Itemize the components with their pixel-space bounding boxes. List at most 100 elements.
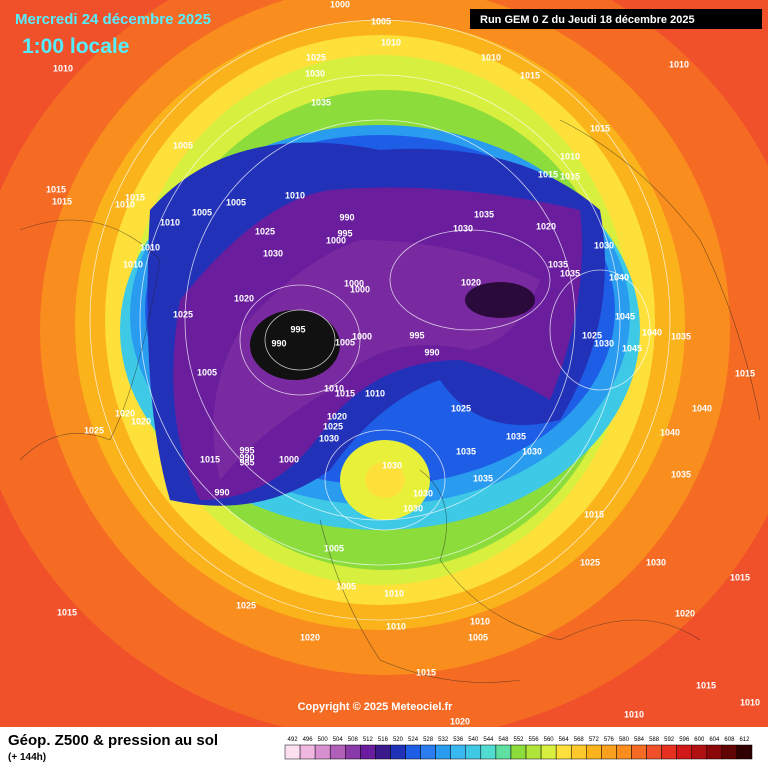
pressure-label: 1025 — [451, 403, 471, 413]
scale-swatch — [616, 744, 632, 760]
pressure-label: 1010 — [669, 59, 689, 69]
pressure-label: 1035 — [474, 209, 494, 219]
scale-label: 500 — [318, 737, 329, 743]
scale-label: 584 — [634, 737, 645, 743]
map — [0, 0, 768, 727]
scale-label: 592 — [664, 737, 675, 743]
pressure-label: 1010 — [115, 199, 135, 209]
scale-swatch — [601, 744, 617, 760]
scale-swatch — [736, 744, 753, 760]
scale-swatch — [420, 744, 436, 760]
pressure-label: 1010 — [365, 388, 385, 398]
pressure-label: 1020 — [131, 416, 151, 426]
pressure-label: 1015 — [46, 184, 66, 194]
pressure-label: 1015 — [52, 196, 72, 206]
scale-label: 540 — [468, 737, 479, 743]
pressure-label: 1000 — [330, 0, 350, 9]
scale-label: 512 — [363, 737, 374, 743]
pressure-label: 1020 — [461, 277, 481, 287]
valid-date: Mercredi 24 décembre 2025 — [15, 11, 211, 28]
scale-swatch — [390, 744, 406, 760]
scale-swatch — [495, 744, 512, 760]
pressure-label: 1015 — [560, 171, 580, 181]
pressure-label: 1040 — [660, 427, 680, 437]
pressure-label: 1040 — [609, 272, 629, 282]
scale-label: 508 — [348, 737, 359, 743]
scale-label: 604 — [709, 737, 720, 743]
pressure-label: 1035 — [456, 446, 476, 456]
pressure-label: 990 — [239, 452, 254, 462]
pressure-label: 1005 — [336, 581, 356, 591]
scale-label: 596 — [679, 737, 690, 743]
scale-swatch — [721, 744, 738, 760]
scale-swatch — [570, 744, 587, 760]
pressure-label: 1010 — [740, 697, 760, 707]
pressure-label: 995 — [409, 330, 424, 340]
pressure-label: 1040 — [692, 403, 712, 413]
scale-swatch — [540, 744, 557, 760]
scale-swatch — [299, 744, 316, 760]
pressure-label: 1035 — [548, 259, 568, 269]
scale-label: 536 — [453, 737, 464, 743]
scale-label: 572 — [589, 737, 600, 743]
pressure-label: 1035 — [560, 268, 580, 278]
scale-label: 492 — [288, 737, 299, 743]
scale-swatch — [450, 744, 467, 760]
pressure-label: 995 — [337, 228, 352, 238]
pressure-label: 1010 — [481, 52, 501, 62]
pressure-label: 1005 — [226, 197, 246, 207]
scale-label: 516 — [378, 737, 389, 743]
pressure-label: 1010 — [285, 190, 305, 200]
pressure-label: 1010 — [53, 63, 73, 73]
scale-swatch — [706, 744, 723, 760]
scale-label: 600 — [694, 737, 705, 743]
pressure-label: 1005 — [192, 207, 212, 217]
pressure-label: 1010 — [140, 242, 160, 252]
scale-label: 528 — [423, 737, 434, 743]
pressure-label: 1005 — [173, 140, 193, 150]
pressure-label: 1020 — [115, 408, 135, 418]
scale-swatch — [631, 744, 647, 760]
pressure-label: 1010 — [123, 259, 143, 269]
pressure-label: 1010 — [160, 217, 180, 227]
scale-label: 580 — [619, 737, 630, 743]
pressure-label: 1030 — [382, 460, 402, 470]
pressure-label: 1035 — [671, 331, 691, 341]
pressure-label: 1015 — [335, 388, 355, 398]
pressure-label: 1000 — [352, 331, 372, 341]
scale-label: 560 — [544, 737, 555, 743]
scale-label: 568 — [574, 737, 585, 743]
footer-title: Géop. Z500 & pression au sol — [8, 732, 218, 749]
pressure-label: 995 — [290, 324, 305, 334]
scale-swatch — [329, 744, 346, 760]
pressure-label: 1020 — [536, 221, 556, 231]
scale-swatch — [435, 744, 451, 760]
scale-label: 496 — [303, 737, 314, 743]
scale-swatch — [360, 744, 376, 760]
pressure-label: 1015 — [735, 368, 755, 378]
pressure-label: 1025 — [255, 226, 275, 236]
run-info: Run GEM 0 Z du Jeudi 18 décembre 2025 — [480, 14, 695, 26]
pressure-label: 990 — [339, 212, 354, 222]
scale-label: 520 — [393, 737, 404, 743]
pressure-label: 1015 — [590, 123, 610, 133]
scale-swatch — [284, 744, 301, 760]
scale-label: 544 — [483, 737, 494, 743]
pressure-label: 1015 — [696, 680, 716, 690]
pressure-label: 1020 — [450, 716, 470, 726]
pressure-label: 1025 — [306, 52, 326, 62]
pressure-label: 1030 — [522, 446, 542, 456]
pressure-label: 1025 — [173, 309, 193, 319]
pressure-label: 1005 — [371, 16, 391, 26]
scale-swatch — [375, 744, 391, 760]
pressure-label: 1015 — [200, 454, 220, 464]
scale-swatch — [465, 744, 482, 760]
pressure-label: 1025 — [84, 425, 104, 435]
pressure-label: 1010 — [386, 621, 406, 631]
scale-swatch — [480, 744, 497, 760]
pressure-label: 990 — [271, 338, 286, 348]
pressure-label: 1005 — [468, 632, 488, 642]
scale-label: 588 — [649, 737, 660, 743]
pressure-label: 1025 — [580, 557, 600, 567]
